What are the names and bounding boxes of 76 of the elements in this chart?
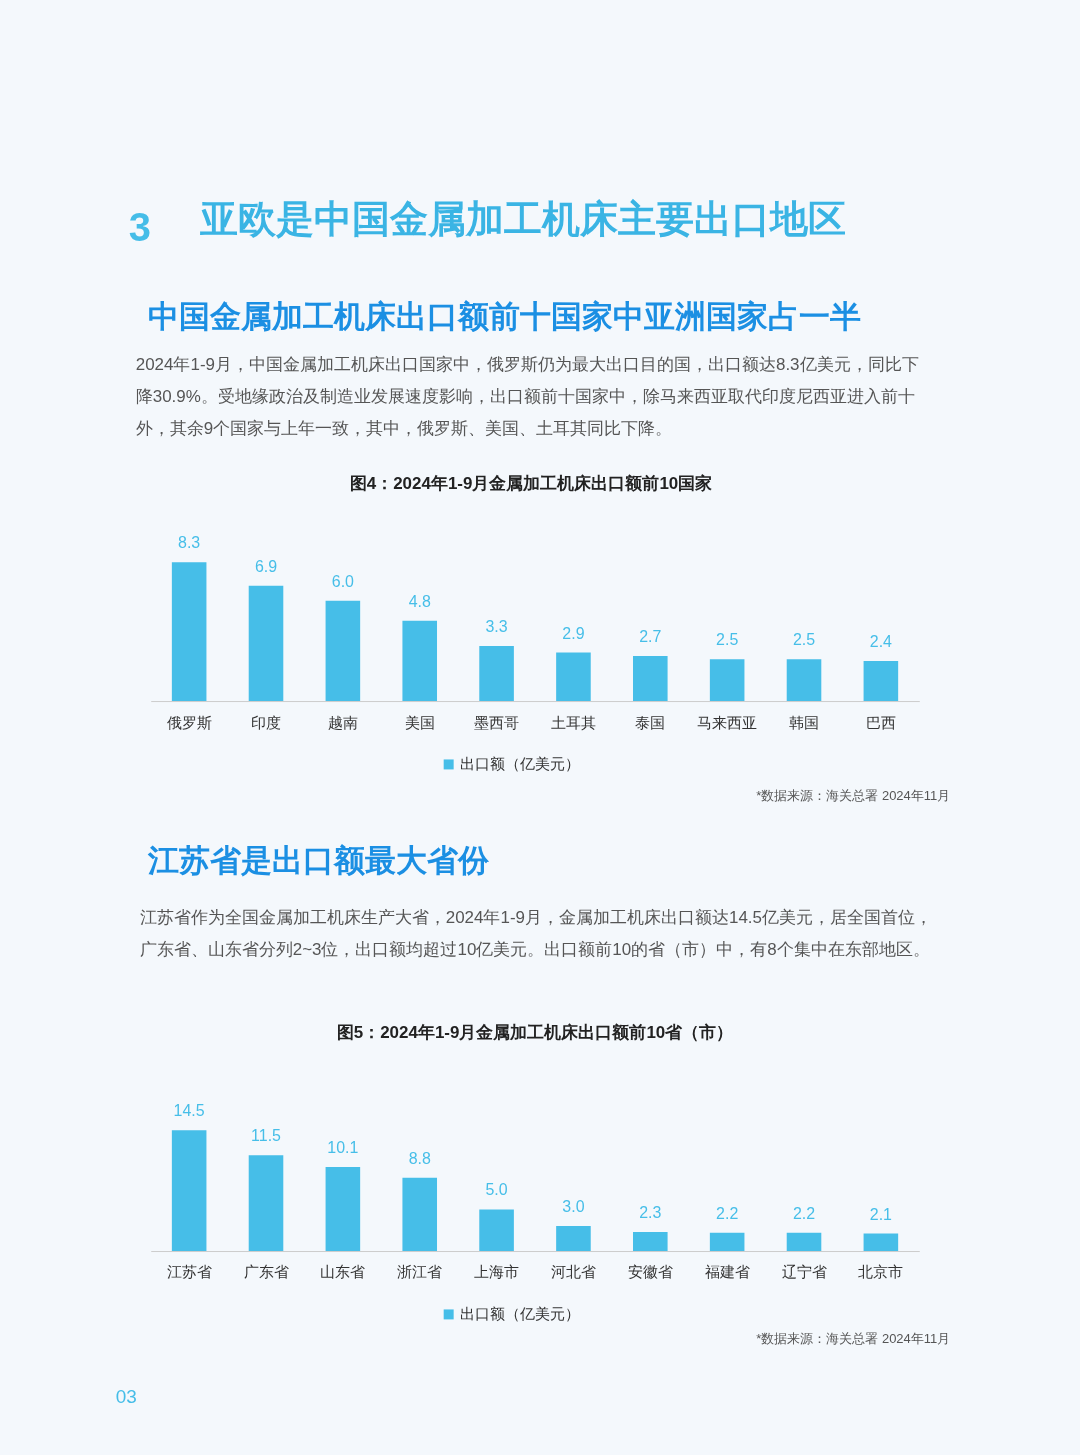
legend-label: 出口额（亿美元） (460, 1305, 581, 1323)
data-label: 4.8 (408, 592, 431, 610)
bar (863, 1233, 899, 1252)
text: 江苏省作为全国金属加工机床生产大省，2024年1-9月，金属加工机床出口额达14.5亿美元，居全国首位， (139, 907, 932, 927)
x-tick-label: 广东省 (243, 1263, 289, 1281)
text: 江苏省是出口额最大省份 (146, 842, 490, 878)
x-tick-label: 俄罗斯 (166, 713, 212, 731)
bar (479, 645, 514, 702)
data-label: 14.5 (173, 1102, 205, 1120)
data-label: 10.1 (327, 1138, 359, 1156)
bar (479, 1209, 514, 1252)
text: *数据来源：海关总署 2024年11月 (756, 787, 951, 803)
data-label: 6.0 (331, 572, 355, 590)
data-label: 2.9 (562, 624, 585, 642)
x-tick-label: 巴西 (865, 713, 896, 731)
bar (633, 1231, 668, 1252)
data-label: 3.3 (485, 617, 508, 635)
bar (402, 1177, 438, 1252)
text: 2024年1-9月，中国金属加工机床出口国家中，俄罗斯仍为最大出口目的国，出口额达8.3亿美元，同比下 (135, 354, 919, 374)
x-tick-label: 韩国 (789, 713, 820, 731)
bar (171, 1130, 207, 1252)
x-tick-label: 山东省 (320, 1263, 366, 1281)
data-label: 6.9 (254, 557, 278, 575)
bar (556, 652, 591, 702)
bar (709, 659, 745, 702)
text: 广东省、山东省分列2~3位，出口额均超过10亿美元。出口额前10的省（市）中，有8个集中在东部地区。 (139, 939, 930, 959)
text: 中国金属加工机床出口额前十国家中亚洲国家占一半 (147, 298, 861, 334)
data-label: 8.3 (178, 534, 201, 552)
x-tick-label: 安徽省 (627, 1263, 673, 1281)
data-label: 3.0 (562, 1198, 585, 1216)
chart-title: 图5：2024年1-9月金属加工机床出口额前10省（市） (336, 1023, 734, 1043)
x-tick-label: 美国 (404, 713, 435, 731)
text: 03 (115, 1385, 137, 1407)
data-label: 2.3 (639, 1203, 662, 1221)
x-tick-label: 河北省 (550, 1263, 596, 1281)
bar (633, 655, 668, 702)
data-label: 8.8 (408, 1149, 431, 1167)
bar (325, 600, 361, 702)
text: 3 (128, 204, 151, 249)
chart-title: 图4：2024年1-9月金属加工机床出口额前10国家 (349, 474, 713, 494)
data-label: 11.5 (251, 1127, 282, 1145)
data-label: 2.1 (869, 1205, 893, 1223)
data-label: 2.2 (792, 1204, 816, 1222)
x-tick-label: 浙江省 (397, 1263, 443, 1281)
text: 亚欧是中国金属加工机床主要出口地区 (198, 197, 846, 240)
bar (863, 660, 899, 702)
x-tick-label: 福建省 (704, 1263, 750, 1281)
x-tick-label: 辽宁省 (781, 1263, 827, 1281)
x-tick-label: 北京市 (858, 1263, 904, 1281)
text: 外，其余9个国家与上年一致，其中，俄罗斯、美国、土耳其同比下降。 (135, 418, 673, 438)
bar (248, 1155, 284, 1252)
x-tick-label: 马来西亚 (697, 713, 758, 731)
text: 降30.9%。受地缘政治及制造业发展速度影响，出口额前十国家中，除马来西亚取代印度尼西亚进入前十 (135, 386, 915, 406)
data-label: 5.0 (485, 1181, 508, 1199)
bar (171, 562, 207, 702)
x-tick-label: 墨西哥 (474, 713, 520, 731)
data-label: 2.5 (792, 631, 816, 649)
data-label: 2.4 (869, 632, 893, 650)
bar (709, 1232, 745, 1252)
x-tick-label: 上海市 (474, 1263, 520, 1281)
bar (556, 1226, 591, 1252)
x-tick-label: 越南 (327, 713, 358, 731)
data-label: 2.7 (639, 627, 662, 645)
x-tick-label: 印度 (251, 713, 282, 731)
x-tick-label: 泰国 (635, 713, 666, 731)
data-label: 2.2 (716, 1204, 739, 1222)
data-label: 2.5 (716, 631, 739, 649)
bar (786, 1232, 822, 1252)
text: *数据来源：海关总署 2024年11月 (756, 1330, 951, 1346)
bar (786, 659, 822, 702)
bar (248, 585, 284, 702)
legend-label: 出口额（亿美元） (460, 755, 581, 773)
x-tick-label: 江苏省 (166, 1263, 212, 1281)
bar (402, 620, 438, 702)
x-tick-label: 土耳其 (550, 713, 596, 731)
bar (325, 1166, 361, 1252)
